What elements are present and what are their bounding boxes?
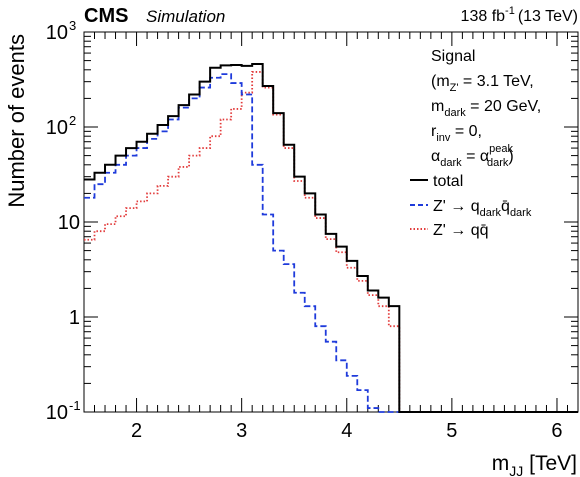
y-tick-label: 1 bbox=[69, 307, 80, 329]
x-tick-label: 6 bbox=[551, 420, 562, 442]
legend-param-mdark: mdark = 20 GeV, bbox=[431, 98, 541, 119]
experiment-label: CMS bbox=[84, 5, 128, 27]
x-axis-ticks: 2 3 4 5 6 bbox=[94, 32, 579, 442]
legend-param-rinv: rinv = 0, bbox=[431, 123, 482, 144]
lumi-label: 138 fb-1 (13 TeV) bbox=[461, 5, 578, 25]
experiment-sub-label: Simulation bbox=[146, 7, 225, 26]
legend-label-sm: Z' → qq̄ bbox=[433, 222, 489, 239]
y-tick-label: 10 bbox=[46, 22, 68, 44]
y-tick-exponent: 3 bbox=[69, 18, 76, 33]
legend: Signal (mZ' = 3.1 TeV, mdark = 20 GeV, r… bbox=[410, 48, 541, 239]
series-group bbox=[84, 63, 578, 413]
legend-param-mzprime: (mZ' = 3.1 TeV, bbox=[431, 73, 534, 94]
y-tick-exponent: -1 bbox=[69, 398, 81, 413]
y-axis-title: Number of events bbox=[4, 34, 29, 208]
y-tick-label: 10 bbox=[58, 212, 80, 234]
lumi-exponent: -1 bbox=[505, 5, 515, 17]
legend-param-alpha: αdark = αpeak dark) bbox=[431, 143, 514, 169]
y-tick-exponent: 2 bbox=[69, 113, 76, 128]
legend-label-dark: Z' → qdarkq̄dark bbox=[433, 198, 532, 219]
x-tick-label: 4 bbox=[341, 420, 352, 442]
x-tick-label: 3 bbox=[236, 420, 247, 442]
y-tick-label: 10 bbox=[46, 402, 68, 424]
x-tick-label: 2 bbox=[131, 420, 142, 442]
energy-value: (13 TeV) bbox=[518, 8, 578, 25]
series-line-sm bbox=[84, 71, 578, 413]
x-axis-title: mJJ [TeV] bbox=[492, 452, 577, 477]
legend-title: Signal bbox=[431, 48, 475, 65]
lumi-value: 138 fb bbox=[461, 8, 506, 25]
x-tick-label: 5 bbox=[446, 420, 457, 442]
series-line-total bbox=[84, 63, 578, 413]
y-tick-label: 10 bbox=[46, 117, 68, 139]
legend-label-total: total bbox=[433, 173, 463, 190]
